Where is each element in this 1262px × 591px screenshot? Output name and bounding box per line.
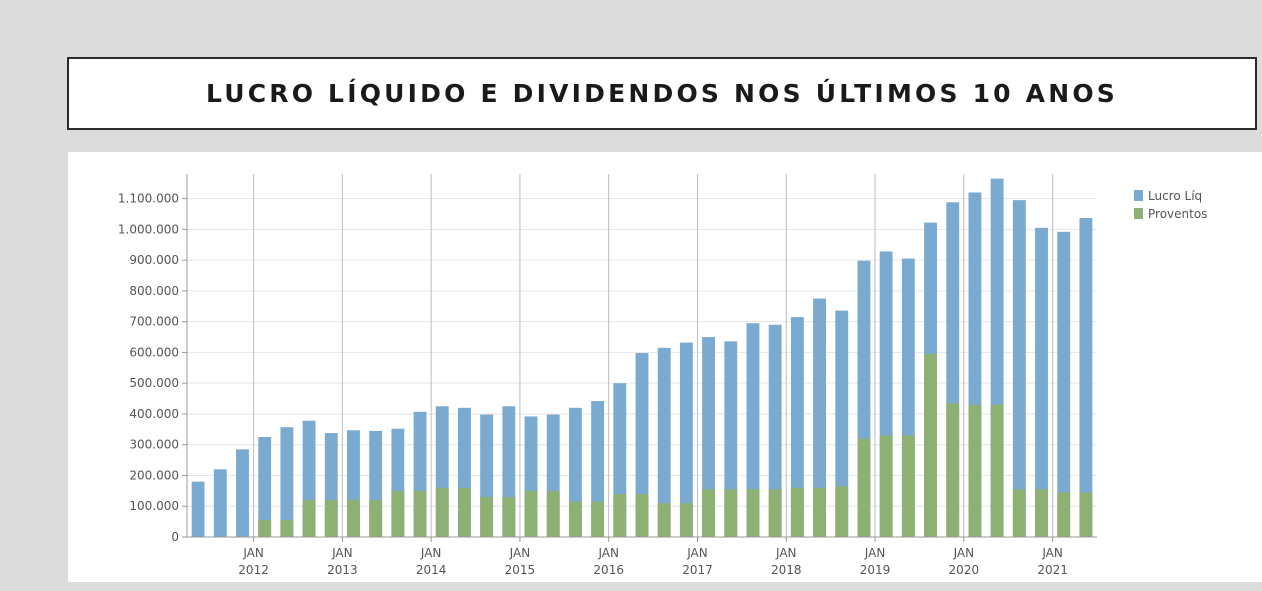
y-tick-label: 500.000 [129,376,179,390]
bar-proventos [391,490,405,537]
bar-proventos [524,490,538,537]
bar-lucro-liq [236,449,249,537]
bar-proventos [568,501,582,537]
bar-proventos [1012,489,1026,537]
x-tick-year: 2018 [771,563,802,577]
x-tick-month: JAN [420,546,442,560]
bar-lucro-liq [724,341,738,537]
bar-lucro-liq [813,298,826,537]
bar-proventos [435,487,449,537]
bar-lucro-liq [1035,227,1048,537]
bar-lucro-liq [702,337,716,537]
bar-proventos [924,353,937,537]
bar-proventos [302,500,316,537]
bar-lucro-liq [280,427,294,537]
x-tick-year: 2021 [1037,563,1068,577]
bar-proventos [702,489,716,537]
legend-label: Proventos [1148,207,1207,221]
x-tick-year: 2012 [238,563,269,577]
y-tick-label: 200.000 [129,468,179,482]
x-tick-month: JAN [597,546,619,560]
bar-proventos [946,403,960,537]
y-tick-label: 100.000 [129,499,179,513]
x-tick-year: 2016 [593,563,624,577]
bar-proventos [724,489,738,537]
bar-lucro-liq [1079,217,1093,538]
bar-proventos [768,489,782,537]
bar-proventos [546,490,560,537]
bar-lucro-liq [191,481,205,537]
bar-proventos [1079,492,1093,537]
bar-proventos [458,487,471,537]
y-tick-label: 600.000 [129,345,179,359]
bar-proventos [258,520,272,537]
bar-lucro-liq [790,317,804,537]
y-tick-label: 400.000 [129,407,179,421]
bar-proventos [480,497,494,537]
y-tick-label: 300.000 [129,438,179,452]
bar-proventos [990,404,1004,537]
y-tick-label: 1.100.000 [118,192,179,206]
x-tick-month: JAN [1041,546,1063,560]
bar-proventos [679,503,693,537]
x-tick-month: JAN [331,546,353,560]
y-tick-label: 700.000 [129,315,179,329]
bar-lucro-liq [746,323,760,537]
bar-proventos [835,486,849,537]
x-tick-year: 2014 [416,563,447,577]
bar-proventos [613,493,627,537]
x-tick-month: JAN [953,546,975,560]
x-tick-year: 2013 [327,563,358,577]
x-tick-month: JAN [509,546,531,560]
x-tick-year: 2017 [682,563,713,577]
bar-lucro-liq [679,342,693,537]
bar-proventos [635,493,649,537]
bar-chart: 0 100.000 200.000 300.000 400.000 500.000 600.… [118,174,1207,577]
bar-proventos [901,435,915,537]
bar-lucro-liq [657,347,671,537]
legend-swatch [1134,208,1143,219]
bar-proventos [813,487,826,537]
bar-proventos [746,489,760,537]
x-tick-month: JAN [242,546,264,560]
bar-proventos [968,404,982,537]
x-tick-month: JAN [775,546,797,560]
x-tick-year: 2019 [860,563,891,577]
bar-proventos [502,497,516,537]
y-tick-label: 900.000 [129,253,179,267]
bar-proventos [1057,492,1071,537]
bar-proventos [1035,489,1048,537]
legend-label: Lucro Líq [1148,189,1202,203]
bar-lucro-liq [1012,200,1026,537]
x-tick-year: 2015 [505,563,536,577]
bar-proventos [324,500,338,537]
bar-proventos [413,490,427,537]
y-tick-label: 1.000.000 [118,222,179,236]
chart-title: LUCRO LÍQUIDO E DIVIDENDOS NOS ÚLTIMOS 1… [205,79,1119,108]
bar-lucro-liq [213,469,227,537]
chart-title-box: LUCRO LÍQUIDO E DIVIDENDOS NOS ÚLTIMOS 1… [67,57,1257,130]
legend-swatch [1134,190,1143,201]
bar-lucro-liq [768,324,782,537]
y-tick-label: 0 [171,530,179,544]
x-tick-year: 2020 [949,563,980,577]
x-tick-month: JAN [686,546,708,560]
bar-lucro-liq [258,437,272,537]
bar-proventos [280,520,294,537]
bar-proventos [369,500,383,537]
x-tick-month: JAN [864,546,886,560]
bar-lucro-liq [1057,231,1071,537]
chart-panel: 0 100.000 200.000 300.000 400.000 500.000 600.… [68,152,1262,582]
bar-proventos [790,487,804,537]
bar-proventos [347,500,360,537]
bar-lucro-liq [835,310,849,537]
bar-lucro-liq [635,353,649,537]
bar-proventos [879,435,893,537]
bar-proventos [857,438,871,537]
bar-proventos [591,501,605,537]
bar-proventos [657,503,671,537]
y-tick-label: 800.000 [129,284,179,298]
